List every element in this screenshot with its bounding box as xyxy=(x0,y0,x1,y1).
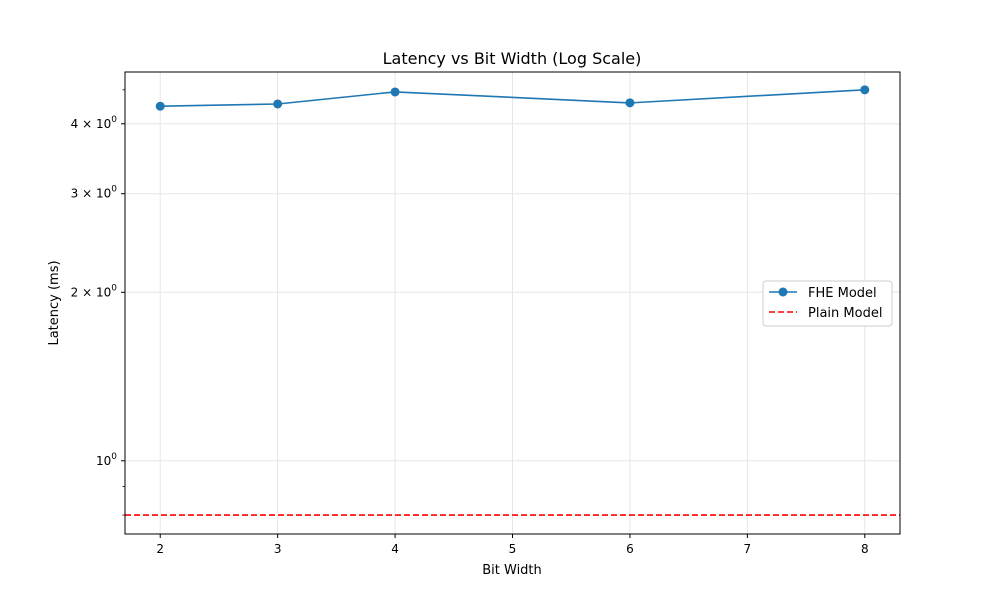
y-tick-label: 2 × 100 xyxy=(71,283,118,299)
y-tick-label: 100 xyxy=(96,452,117,468)
chart-title: Latency vs Bit Width (Log Scale) xyxy=(383,49,642,68)
legend-fhe-label: FHE Model xyxy=(808,286,877,301)
fhe-model-point xyxy=(390,87,400,97)
x-axis-label: Bit Width xyxy=(482,563,542,578)
x-tick-label: 3 xyxy=(274,542,282,556)
x-tick-label: 8 xyxy=(861,542,869,556)
legend-fhe-marker-swatch xyxy=(778,287,788,297)
y-axis: 100 2 × 100 3 × 100 4 × 100 xyxy=(71,89,125,516)
x-axis: 2 3 4 5 6 7 8 xyxy=(156,534,869,556)
y-tick-label: 3 × 100 xyxy=(71,185,118,201)
fhe-model-point xyxy=(625,98,635,108)
legend: FHE Model Plain Model xyxy=(762,280,893,327)
x-tick-label: 4 xyxy=(391,542,399,556)
fhe-model-point xyxy=(860,85,870,95)
series-layer xyxy=(125,85,900,516)
x-tick-label: 7 xyxy=(744,542,752,556)
fhe-model-point xyxy=(155,101,165,111)
legend-plain-label: Plain Model xyxy=(808,306,882,321)
y-axis-label: Latency (ms) xyxy=(47,260,62,345)
fhe-model-point xyxy=(273,99,283,109)
x-tick-label: 2 xyxy=(156,542,164,556)
x-tick-label: 5 xyxy=(509,542,517,556)
y-tick-label: 4 × 100 xyxy=(71,115,118,131)
x-tick-label: 6 xyxy=(626,542,634,556)
